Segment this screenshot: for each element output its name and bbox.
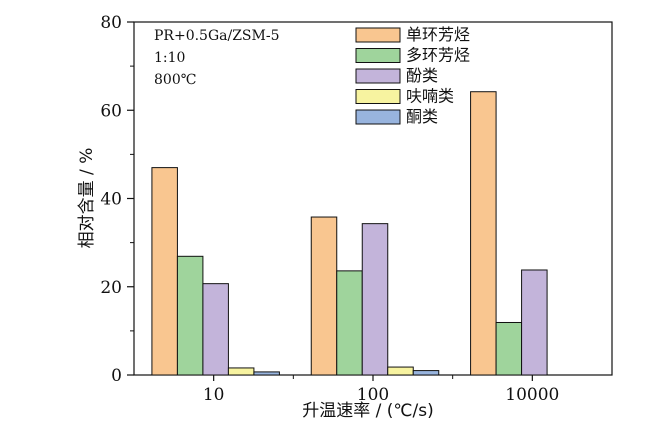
y-tick-label: 40 bbox=[100, 190, 122, 210]
legend-label: 酮类 bbox=[406, 107, 438, 126]
bar bbox=[227, 367, 255, 376]
bar bbox=[151, 167, 178, 376]
legend-swatch bbox=[355, 109, 401, 125]
axes-layer: 0 20 40 60 80 10 100 10000 bbox=[100, 13, 559, 405]
annotation-line-1: PR+0.5Ga/ZSM-5 bbox=[154, 28, 280, 44]
bars-layer bbox=[151, 91, 548, 376]
legend-swatch bbox=[355, 68, 401, 84]
bar bbox=[387, 366, 414, 376]
bar bbox=[495, 321, 523, 376]
legend-label: 呋喃类 bbox=[406, 87, 454, 106]
legend-label: 多环芳烃 bbox=[406, 46, 470, 65]
legend-swatch bbox=[355, 27, 401, 43]
bar bbox=[202, 283, 229, 376]
x-tick-label: 100 bbox=[357, 385, 389, 405]
annotation-line-3: 800℃ bbox=[154, 72, 196, 88]
annotation-line-2: 1:10 bbox=[154, 50, 185, 66]
y-tick-label: 0 bbox=[111, 366, 122, 386]
bar bbox=[336, 270, 363, 376]
y-tick-label: 80 bbox=[100, 13, 122, 33]
y-tick-label: 60 bbox=[100, 101, 122, 121]
y-axis-label: 相对含量 / % bbox=[77, 148, 97, 249]
bar bbox=[470, 91, 497, 376]
bar bbox=[412, 370, 440, 376]
bar bbox=[253, 371, 280, 376]
legend-label: 酚类 bbox=[406, 66, 438, 85]
x-tick-label: 10000 bbox=[505, 385, 559, 405]
bar bbox=[176, 255, 204, 376]
bar bbox=[310, 216, 338, 376]
legend-label: 单环芳烃 bbox=[406, 25, 470, 44]
bar bbox=[521, 269, 548, 376]
bar bbox=[361, 223, 389, 376]
legend-swatch bbox=[355, 89, 401, 104]
x-axis-label: 升温速率 / (℃/s) bbox=[302, 401, 433, 421]
x-tick-label: 10 bbox=[203, 385, 225, 405]
legend-swatch bbox=[355, 48, 401, 63]
y-tick-label: 20 bbox=[100, 278, 122, 298]
